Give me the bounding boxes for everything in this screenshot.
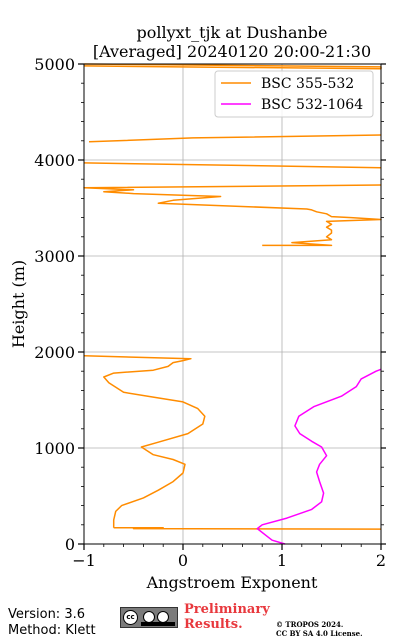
- preliminary-line1: Preliminary: [184, 602, 270, 617]
- cc-icon: cc: [123, 610, 138, 625]
- y-tick-label: 3000: [34, 247, 75, 266]
- legend-entry: BSC 355-532: [261, 76, 354, 92]
- x-tick-label: 0: [178, 551, 188, 570]
- data-lines: [83, 63, 382, 545]
- series-line: [83, 355, 206, 528]
- preliminary-line2: Results.: [184, 617, 243, 632]
- legend: BSC 355-532 BSC 532-1064: [214, 70, 374, 118]
- x-tick-label: −1: [72, 551, 96, 570]
- x-tick-label: 2: [376, 551, 386, 570]
- series-line: [83, 184, 382, 247]
- x-tick-label: 1: [277, 551, 287, 570]
- version-label: Version: 3.6: [8, 607, 85, 622]
- y-tick-label: 1000: [34, 439, 75, 458]
- plot-frame: [83, 63, 382, 545]
- copyright-notice: © TROPOS 2024. CC BY SA 4.0 License.: [276, 620, 363, 638]
- series-line: [113, 526, 382, 530]
- license-strip: [141, 622, 175, 626]
- legend-entry: BSC 532-1064: [261, 97, 363, 113]
- series-line: [88, 134, 382, 143]
- y-axis-label: Height (m): [9, 260, 28, 348]
- copyright-line2: CC BY SA 4.0 License.: [276, 629, 363, 638]
- preliminary-notice: Preliminary Results.: [184, 602, 270, 632]
- chart-title: pollyxt_tjk at Dushanbe: [136, 23, 327, 42]
- x-axis-label: Angstroem Exponent: [146, 573, 318, 592]
- y-tick-label: 5000: [34, 55, 75, 74]
- copyright-line1: © TROPOS 2024.: [276, 620, 344, 629]
- series-line: [256, 368, 382, 545]
- version-info: Version: 3.6 Method: Klett: [8, 607, 96, 639]
- series-line: [83, 162, 382, 169]
- angstroem-exponent-chart: pollyxt_tjk at Dushanbe [Averaged] 20240…: [9, 23, 386, 592]
- legend-box: [214, 70, 374, 118]
- chart-subtitle: [Averaged] 20240120 20:00-21:30: [93, 42, 371, 61]
- y-tick-label: 2000: [34, 343, 75, 362]
- series-line: [83, 63, 382, 70]
- cc-by-sa-icon: cc: [120, 607, 178, 628]
- y-tick-label: 0: [65, 535, 75, 554]
- method-label: Method: Klett: [8, 623, 96, 638]
- y-tick-label: 4000: [34, 151, 75, 170]
